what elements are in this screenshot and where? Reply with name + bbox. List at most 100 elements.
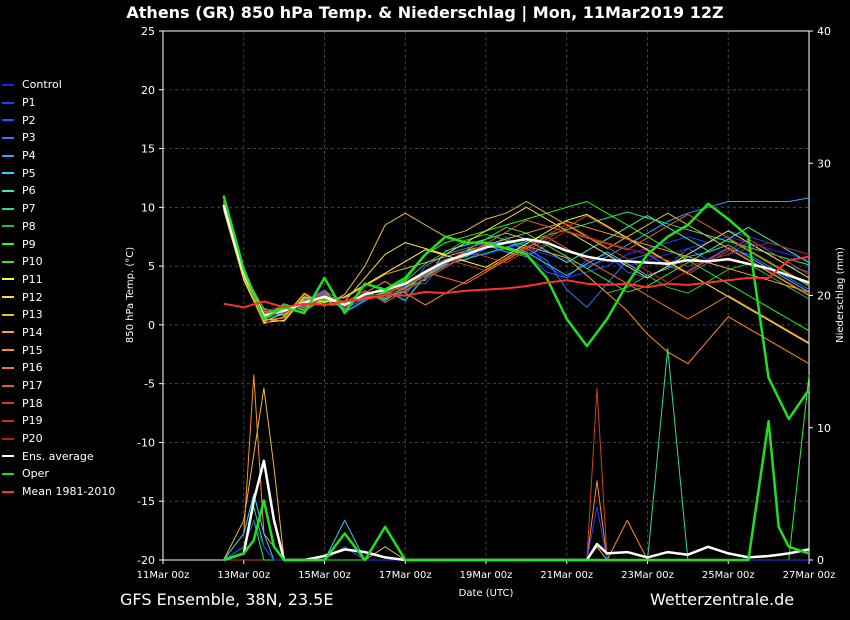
legend-item: Mean 1981-2010 <box>2 483 130 501</box>
y2-tick-label: 0 <box>817 554 824 567</box>
y-tick-label: 10 <box>141 201 155 214</box>
legend-swatch <box>2 455 14 458</box>
legend-item: P20 <box>2 430 130 448</box>
legend-swatch <box>2 154 14 157</box>
legend-item: P5 <box>2 164 130 182</box>
legend-item: P8 <box>2 218 130 236</box>
legend-swatch <box>2 172 14 175</box>
legend-swatch <box>2 278 14 281</box>
x-axis-label: Date (UTC) <box>459 588 514 599</box>
y-axis-label: 850 hPa Temp. (°C) <box>125 247 136 343</box>
legend-swatch <box>2 490 14 493</box>
legend-label: Control <box>22 78 62 92</box>
legend-item: Control <box>2 76 130 94</box>
legend-swatch <box>2 260 14 263</box>
legend-item: P7 <box>2 200 130 218</box>
y-tick-label: 15 <box>141 143 155 156</box>
footer-model-info: GFS Ensemble, 38N, 23.5E <box>120 590 334 609</box>
legend-item: P14 <box>2 324 130 342</box>
legend-swatch <box>2 119 14 122</box>
legend-swatch <box>2 313 14 316</box>
legend-item: P3 <box>2 129 130 147</box>
legend-label: P5 <box>22 166 36 180</box>
y2-axis-label: Niederschlag (mm) <box>835 247 846 343</box>
legend-item: P10 <box>2 253 130 271</box>
y2-tick-label: 30 <box>817 157 831 170</box>
legend-item: P17 <box>2 377 130 395</box>
legend-label: P16 <box>22 361 43 375</box>
legend-label: P15 <box>22 343 43 357</box>
legend-swatch <box>2 402 14 405</box>
footer-site-credit: Wetterzentrale.de <box>650 590 795 609</box>
temp-line-p6 <box>223 202 810 314</box>
temp-line-mean-1981-2010 <box>223 255 810 309</box>
precip-line-p7 <box>223 347 809 561</box>
legend-label: P7 <box>22 202 36 216</box>
legend-swatch <box>2 101 14 104</box>
legend-swatch <box>2 437 14 440</box>
legend-label: P1 <box>22 96 36 110</box>
x-tick-label: 25Mar 00z <box>702 570 755 581</box>
precip-line-p15 <box>223 374 809 561</box>
legend-item: P13 <box>2 306 130 324</box>
legend-label: P18 <box>22 396 43 410</box>
legend-item: Ens. average <box>2 447 130 465</box>
legend-label: P13 <box>22 308 43 322</box>
legend-label: P4 <box>22 149 36 163</box>
legend-swatch <box>2 472 14 475</box>
x-tick-label: 13Mar 00z <box>217 570 270 581</box>
temp-line-p12 <box>223 206 810 322</box>
legend-swatch <box>2 83 14 86</box>
precip-line-p18 <box>223 387 809 561</box>
legend-label: P2 <box>22 113 36 127</box>
y-tick-label: 5 <box>148 260 155 273</box>
precip-line-ens-average <box>223 459 810 562</box>
x-tick-label: 23Mar 00z <box>621 570 674 581</box>
legend-swatch <box>2 349 14 352</box>
legend-label: P11 <box>22 272 43 286</box>
legend-label: P12 <box>22 290 43 304</box>
legend-swatch <box>2 419 14 422</box>
precipitation-series <box>223 347 810 562</box>
legend-item: P2 <box>2 111 130 129</box>
legend-item: P19 <box>2 412 130 430</box>
legend-label: P10 <box>22 255 43 269</box>
y-tick-label: -10 <box>137 436 155 449</box>
legend-item: P16 <box>2 359 130 377</box>
legend-swatch <box>2 366 14 369</box>
temp-line-p10 <box>223 204 810 315</box>
legend-label: Oper <box>22 467 49 481</box>
legend-item: P15 <box>2 341 130 359</box>
legend-label: P17 <box>22 379 43 393</box>
x-tick-label: 11Mar 00z <box>137 570 190 581</box>
legend-swatch <box>2 331 14 334</box>
legend-swatch <box>2 296 14 299</box>
legend-swatch <box>2 189 14 192</box>
y2-tick-label: 40 <box>817 25 831 38</box>
y2-tick-label: 10 <box>817 422 831 435</box>
x-tick-label: 19Mar 00z <box>460 570 513 581</box>
legend-label: P20 <box>22 432 43 446</box>
legend-label: P19 <box>22 414 43 428</box>
y2-tick-label: 20 <box>817 290 831 303</box>
temp-line-oper <box>222 195 811 421</box>
temp-line-control <box>223 201 810 314</box>
precip-line-p9 <box>223 374 810 561</box>
legend-label: P8 <box>22 219 36 233</box>
temp-line-p16 <box>223 201 810 343</box>
chart-title: Athens (GR) 850 hPa Temp. & Niederschlag… <box>126 3 724 22</box>
legend-label: P6 <box>22 184 36 198</box>
temp-line-p17 <box>223 202 810 313</box>
legend-label: Mean 1981-2010 <box>22 485 116 499</box>
legend-swatch <box>2 225 14 228</box>
temp-line-ens-average <box>222 204 810 317</box>
legend-item: Oper <box>2 465 130 483</box>
y-tick-label: 25 <box>141 25 155 38</box>
legend-label: Ens. average <box>22 449 94 463</box>
y-tick-label: 0 <box>148 319 155 332</box>
legend-item: P9 <box>2 235 130 253</box>
legend-label: P14 <box>22 325 43 339</box>
legend: Control P1 P2 P3 P4 P5 P6 P7 P8 P9 P10 P11 P12 P13 P14… <box>2 76 130 501</box>
legend-swatch <box>2 136 14 139</box>
